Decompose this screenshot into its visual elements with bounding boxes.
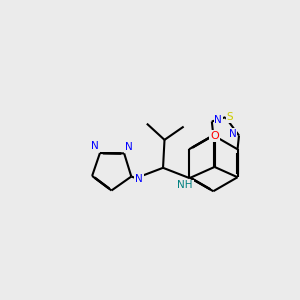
Text: N: N [135,174,143,184]
Text: N: N [214,115,222,125]
Text: N: N [229,129,236,139]
Text: NH: NH [177,181,193,190]
Text: N: N [91,141,99,151]
Text: N: N [125,142,133,152]
Text: O: O [210,131,219,141]
Text: S: S [226,112,233,122]
